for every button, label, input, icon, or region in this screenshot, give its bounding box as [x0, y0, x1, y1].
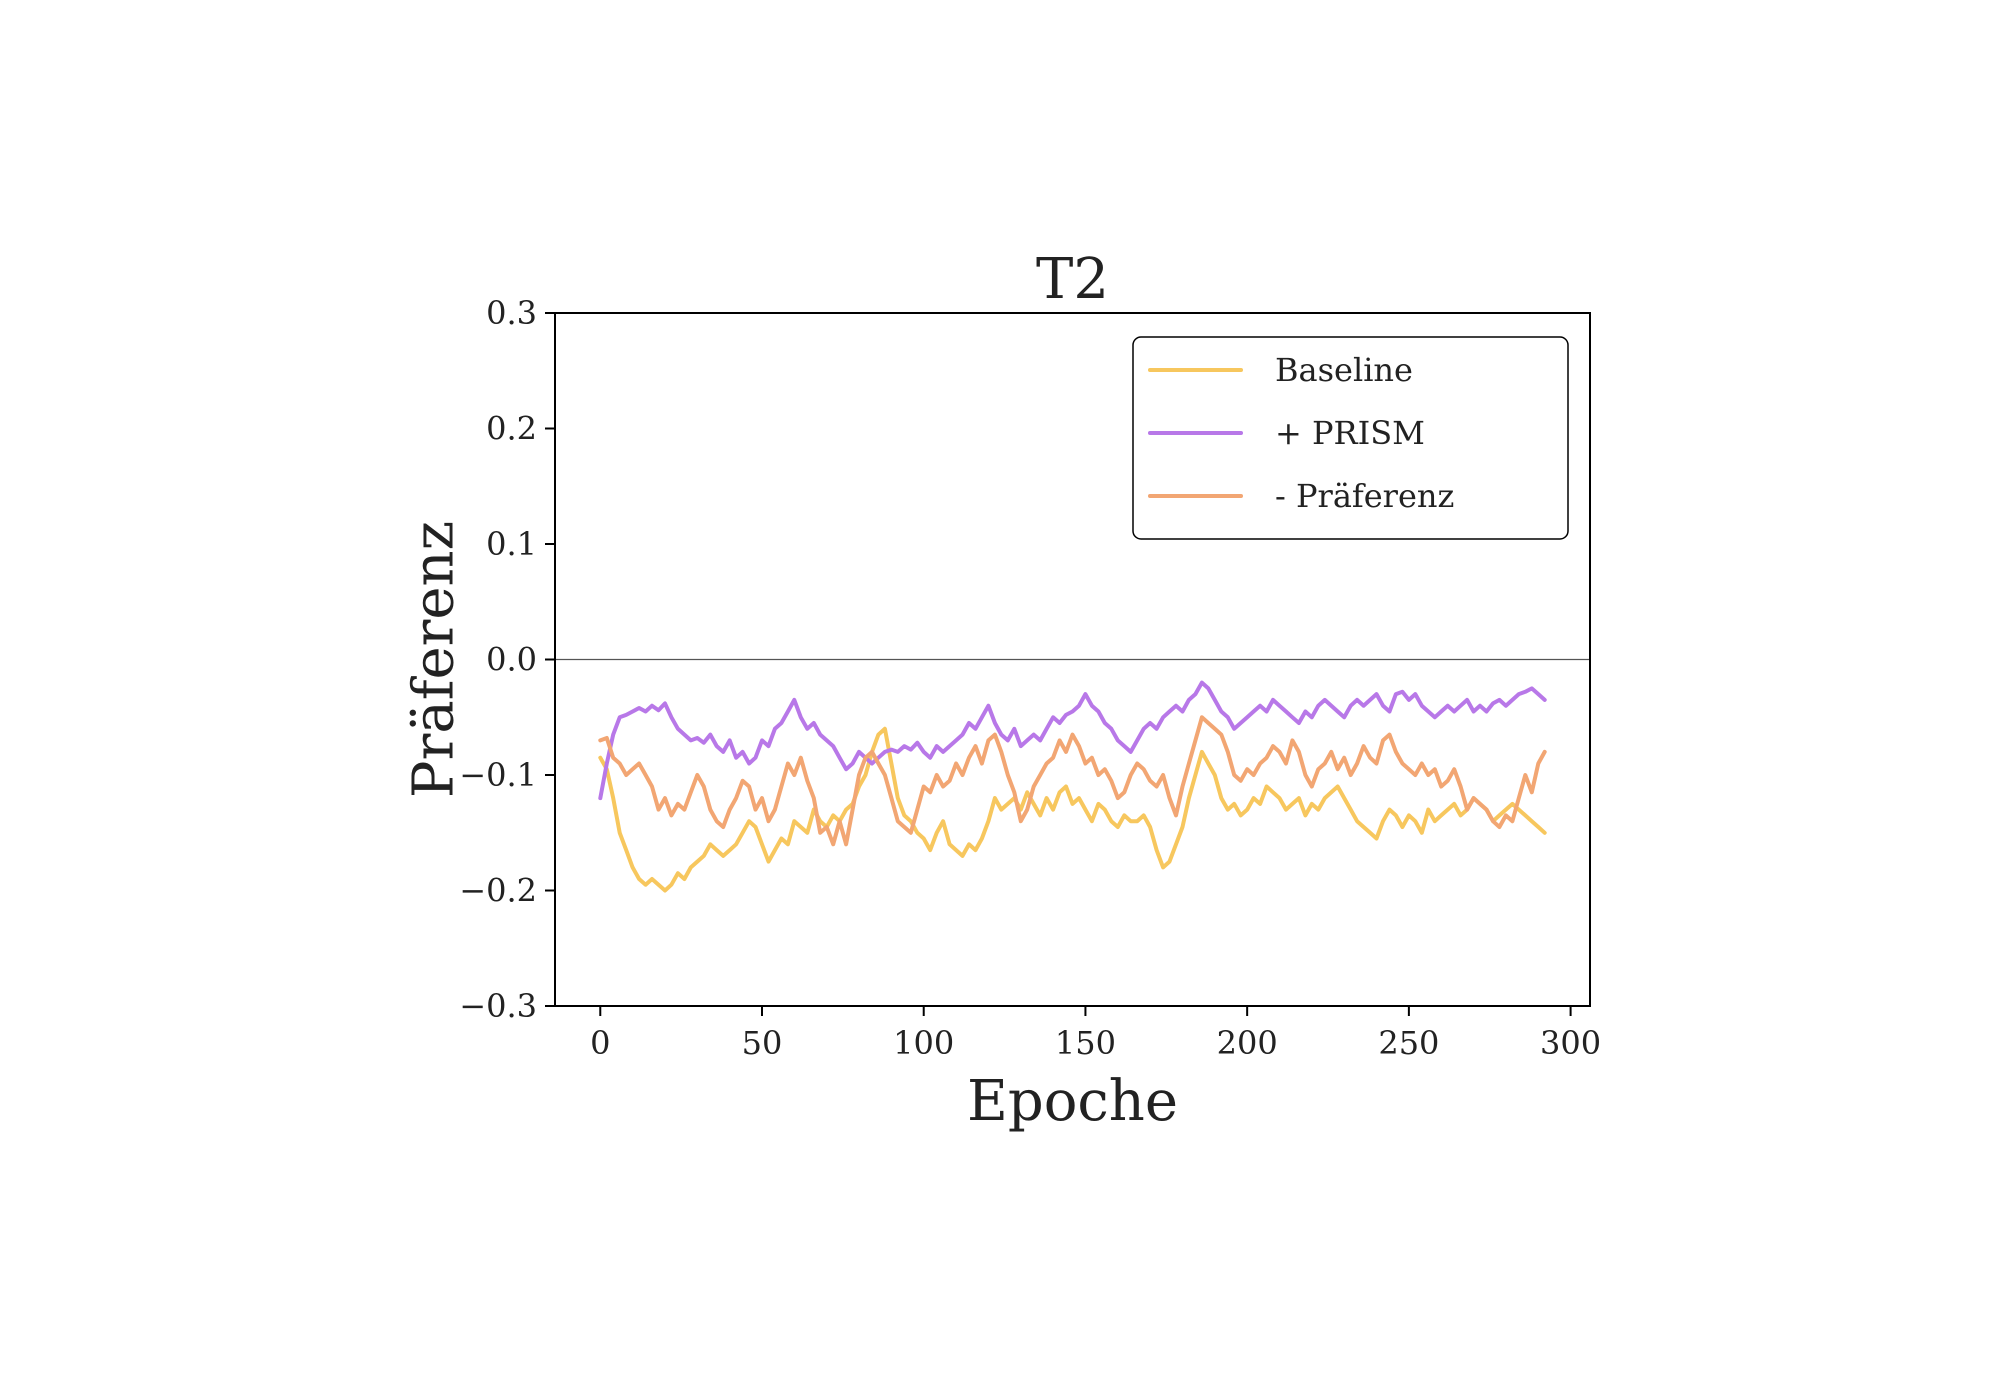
x-tick-label: 300: [1540, 1024, 1601, 1062]
y-axis-title: Präferenz: [402, 521, 467, 798]
x-tick-label: 100: [893, 1024, 954, 1062]
legend-frame: [1132, 336, 1569, 540]
x-tick-label: 0: [590, 1024, 610, 1062]
y-tick-label: 0.2: [486, 410, 537, 448]
legend-label-2: - Präferenz: [1275, 477, 1454, 515]
chart-title: T2: [1036, 247, 1109, 312]
x-axis-title: Epoche: [967, 1069, 1178, 1134]
series-line-2: [598, 715, 1547, 847]
legend: Baseline + PRISM - Präferenz: [1132, 336, 1569, 540]
y-tick-label: −0.3: [459, 987, 537, 1025]
x-tick-label: 200: [1217, 1024, 1278, 1062]
y-tick-label: 0.0: [486, 641, 537, 679]
y-tick-label: 0.3: [486, 294, 537, 332]
series-layer: [598, 680, 1547, 893]
x-tick-label: 150: [1055, 1024, 1116, 1062]
series-line-0: [598, 726, 1547, 893]
y-tick-label: −0.1: [459, 756, 537, 794]
legend-label-1: + PRISM: [1275, 414, 1425, 452]
y-tick-label: 0.1: [486, 525, 537, 563]
x-tick-label: 50: [742, 1024, 783, 1062]
x-tick-label: 250: [1378, 1024, 1439, 1062]
series-line-1: [598, 680, 1547, 801]
ticks-layer: 0 50 100 150 200 250 300 0.3 0.2 0.1 0.0 −0.1 −0.2 −0…: [459, 294, 1601, 1062]
legend-label-0: Baseline: [1275, 351, 1413, 389]
y-tick-label: −0.2: [459, 872, 537, 910]
